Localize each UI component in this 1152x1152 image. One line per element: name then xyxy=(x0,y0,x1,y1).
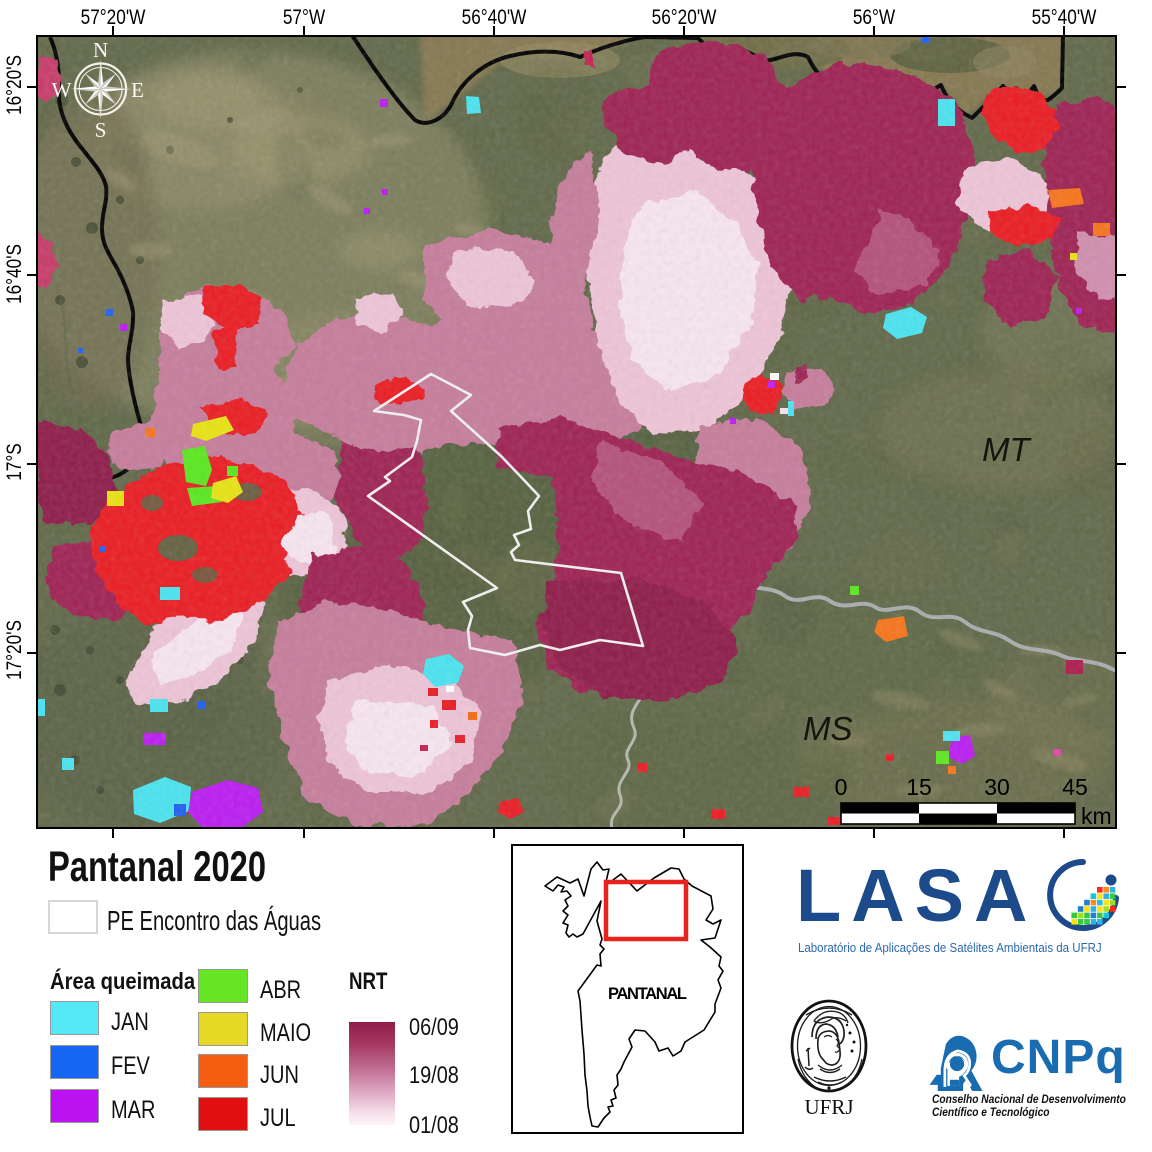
svg-text:30: 30 xyxy=(984,774,1010,800)
svg-text:45: 45 xyxy=(1062,774,1088,800)
svg-text:MT: MT xyxy=(982,431,1032,468)
svg-text:UFRJ: UFRJ xyxy=(804,1095,853,1119)
svg-text:S: S xyxy=(95,118,107,142)
svg-text:E: E xyxy=(131,78,144,102)
svg-text:N: N xyxy=(93,38,108,62)
svg-text:0: 0 xyxy=(835,774,848,800)
svg-text:15: 15 xyxy=(906,774,932,800)
svg-text:km: km xyxy=(1081,803,1112,829)
svg-text:W: W xyxy=(52,78,72,102)
svg-text:PANTANAL: PANTANAL xyxy=(608,985,687,1003)
svg-text:MS: MS xyxy=(803,710,853,747)
